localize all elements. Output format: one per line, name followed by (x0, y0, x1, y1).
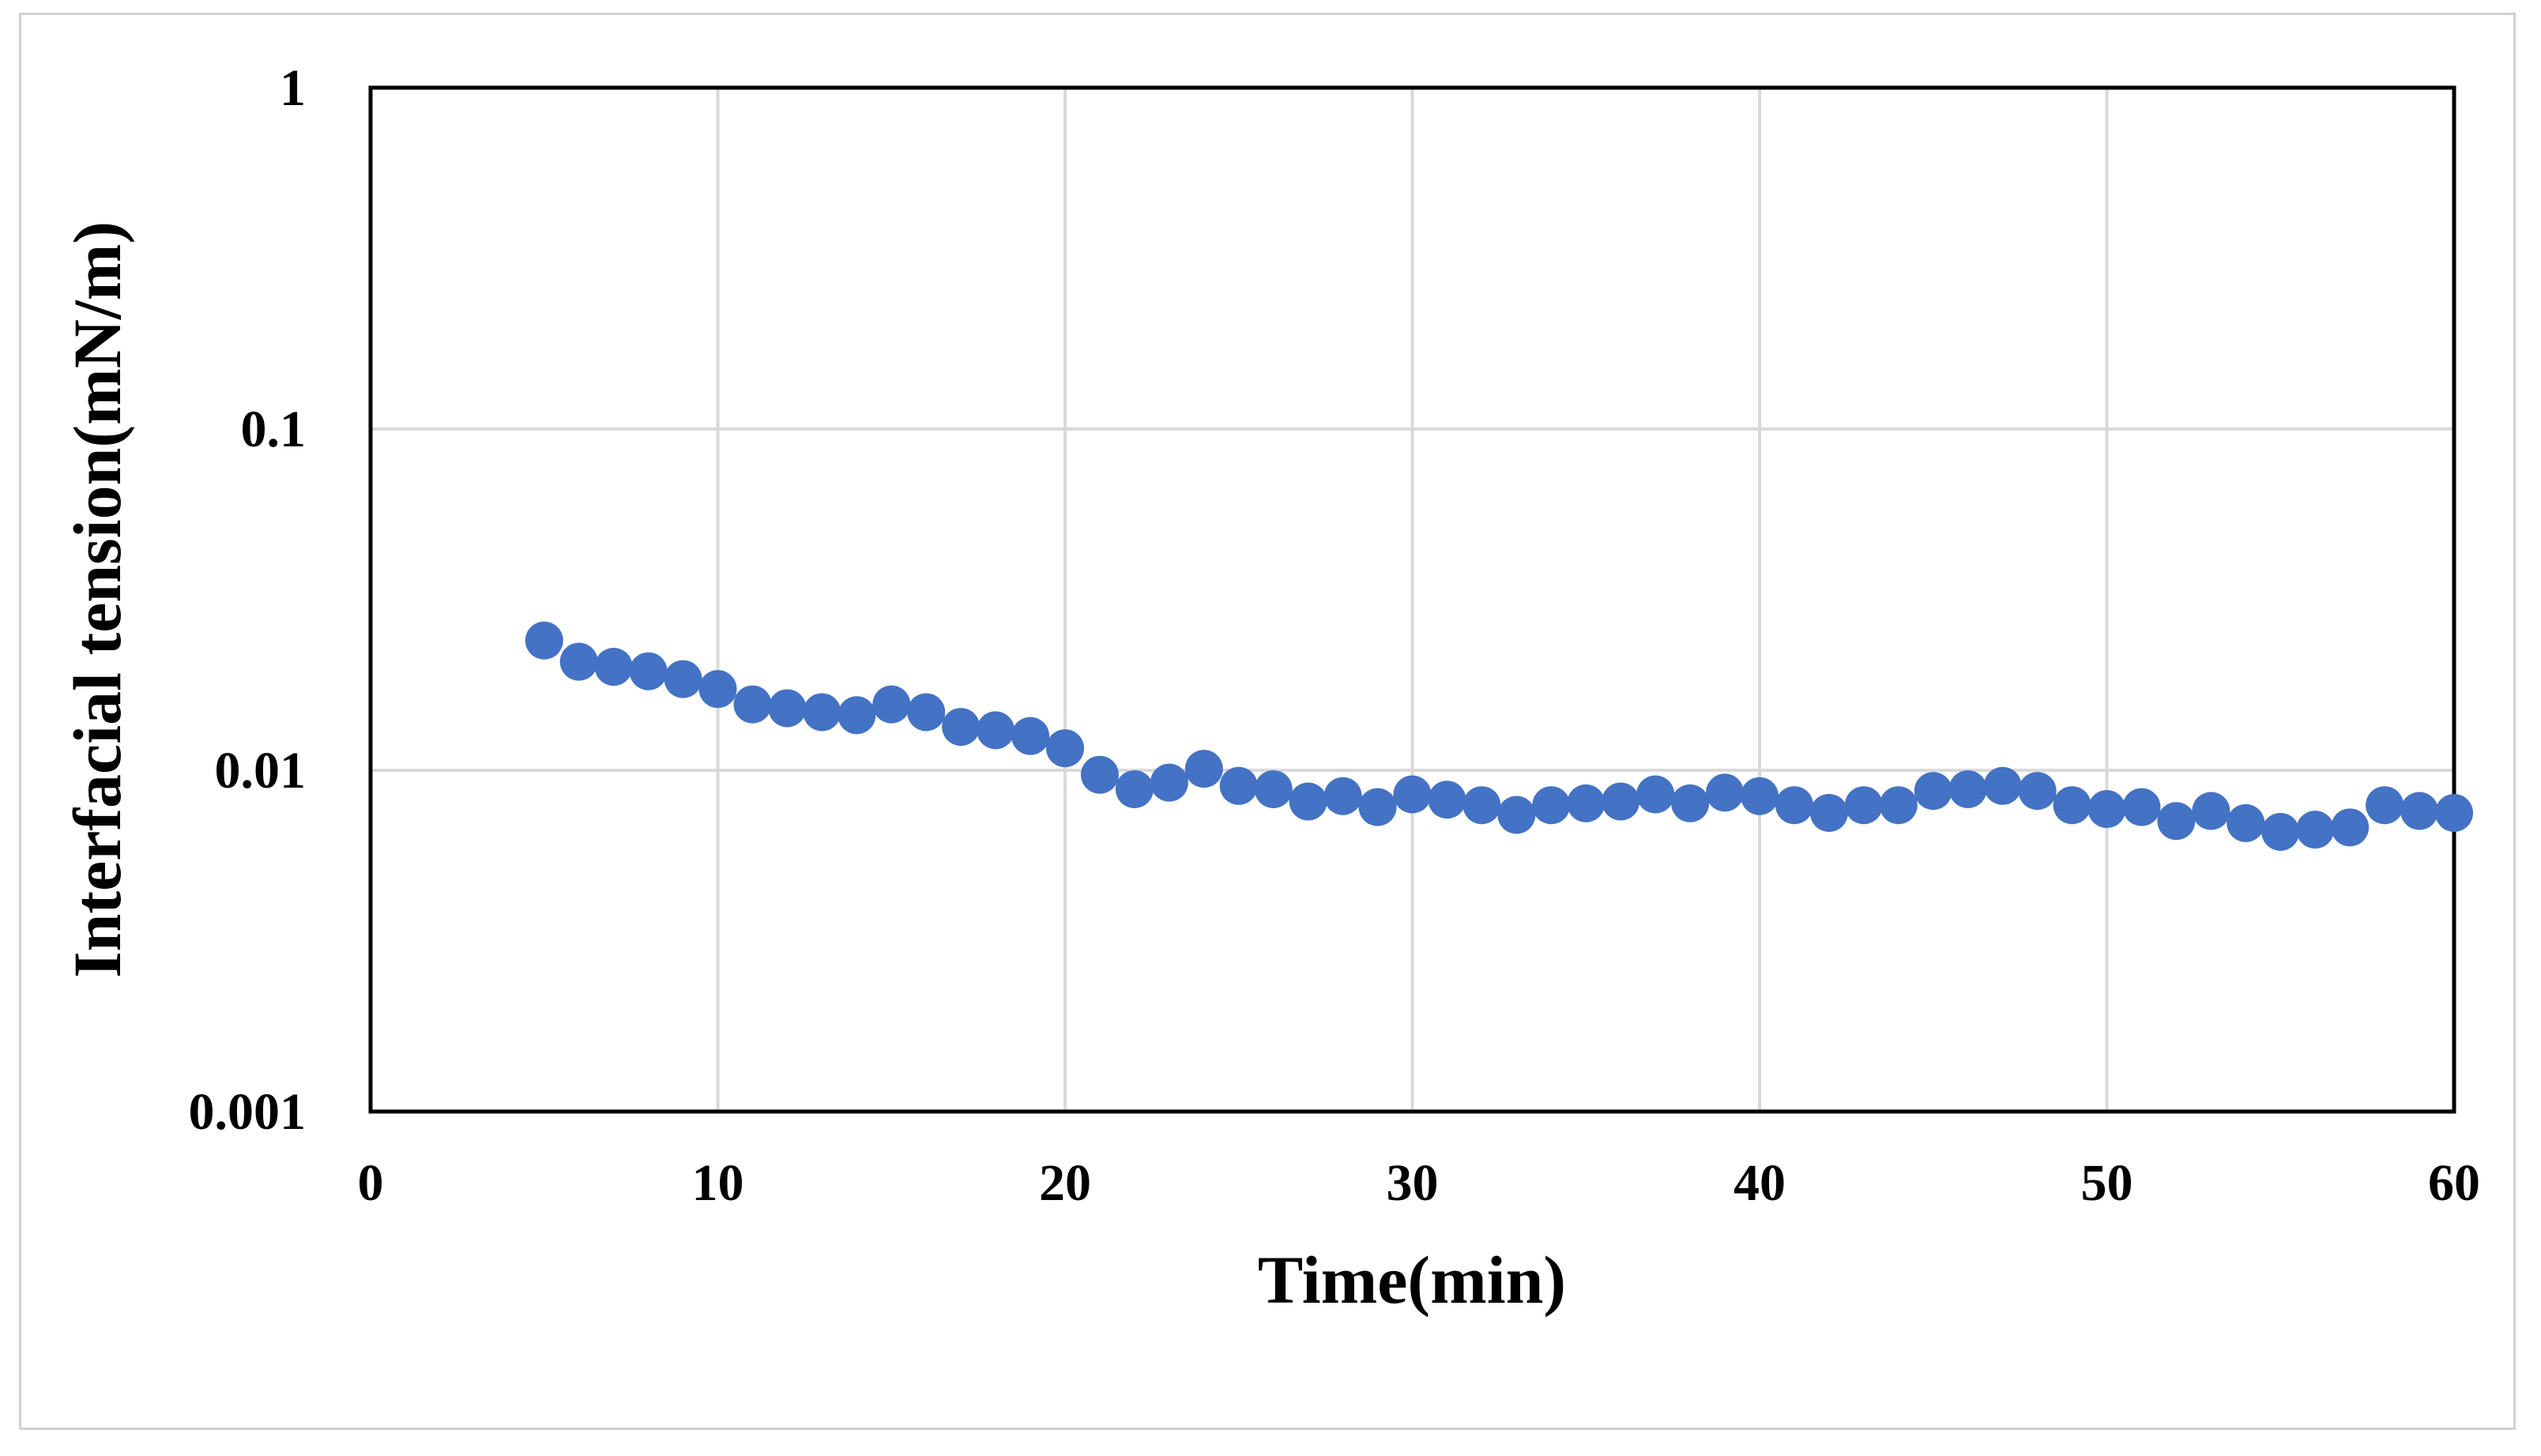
data-point (1706, 773, 1745, 812)
data-point (2122, 788, 2161, 826)
data-point (1323, 777, 1362, 815)
data-point (1011, 717, 1050, 755)
data-point (2087, 790, 2126, 829)
data-point (1636, 775, 1675, 814)
data-point (2331, 808, 2370, 847)
data-point (1914, 772, 1952, 811)
data-point (1289, 782, 1327, 821)
x-tick-label: 30 (1387, 1154, 1439, 1212)
data-point (1775, 786, 1813, 825)
data-point (1080, 755, 1119, 794)
data-point (525, 621, 563, 660)
x-tick-label: 40 (1734, 1154, 1786, 1212)
data-point (1219, 766, 1258, 805)
data-point (2296, 811, 2335, 849)
data-point (1393, 775, 1432, 814)
data-point (768, 689, 807, 728)
data-point (664, 660, 702, 698)
y-axis-title: Interfacial tension(mN/m) (59, 221, 135, 978)
data-point (1497, 796, 1536, 834)
data-point (1983, 766, 2022, 805)
data-point (2400, 792, 2439, 830)
data-point (2157, 802, 2196, 841)
data-point (942, 708, 981, 747)
data-point (1948, 769, 1987, 808)
data-point (838, 696, 876, 735)
chart-svg: 0 10 20 30 40 50 60 0.001 0.01 0.1 1 Time(min) In… (59, 59, 2481, 1318)
x-tick-label: 60 (2428, 1154, 2480, 1212)
y-tick-label: 0.001 (189, 1083, 307, 1141)
points-layer (525, 621, 2473, 851)
y-tick-label: 1 (280, 59, 306, 117)
data-point (733, 685, 772, 724)
data-point (1184, 750, 1223, 788)
data-point (872, 685, 911, 724)
x-tick-label: 10 (692, 1154, 744, 1212)
data-point (1046, 729, 1084, 768)
y-tick-label: 0.1 (241, 401, 307, 458)
data-point (1879, 786, 1918, 825)
x-axis-title: Time(min) (1258, 1242, 1566, 1318)
data-point (2227, 803, 2265, 842)
data-point (2366, 786, 2404, 825)
plot-area (368, 85, 2456, 1114)
data-point (907, 693, 946, 732)
y-tick-labels: 0.001 0.01 0.1 1 (189, 59, 307, 1141)
y-tick-label: 0.01 (215, 742, 307, 799)
data-point (1115, 769, 1154, 808)
data-point (559, 642, 598, 681)
x-tick-label: 50 (2081, 1154, 2133, 1212)
data-point (1567, 784, 1606, 822)
data-point (1150, 763, 1188, 802)
x-tick-labels: 0 10 20 30 40 50 60 (358, 1154, 2481, 1212)
data-point (1844, 786, 1883, 825)
x-tick-label: 20 (1039, 1154, 1091, 1212)
data-point (1428, 781, 1466, 819)
data-point (1602, 782, 1640, 821)
data-point (594, 648, 633, 687)
data-point (2192, 792, 2230, 830)
data-point (698, 670, 737, 709)
data-point (629, 652, 668, 690)
x-tick-label: 0 (358, 1154, 384, 1212)
data-point (2053, 786, 2091, 825)
data-point (2018, 772, 2057, 811)
data-point (2261, 812, 2300, 851)
chart-frame: 0 10 20 30 40 50 60 0.001 0.01 0.1 1 Time(min) In… (19, 13, 2516, 1430)
data-point (2435, 793, 2473, 832)
data-point (1741, 777, 1779, 815)
data-point (1254, 769, 1293, 808)
data-point (1358, 788, 1397, 826)
grid-layer (371, 88, 2454, 1112)
data-point (1671, 784, 1710, 822)
data-point (1532, 786, 1571, 825)
data-point (977, 711, 1015, 750)
data-point (1809, 793, 1848, 832)
data-point (1462, 786, 1501, 825)
data-point (803, 693, 841, 732)
